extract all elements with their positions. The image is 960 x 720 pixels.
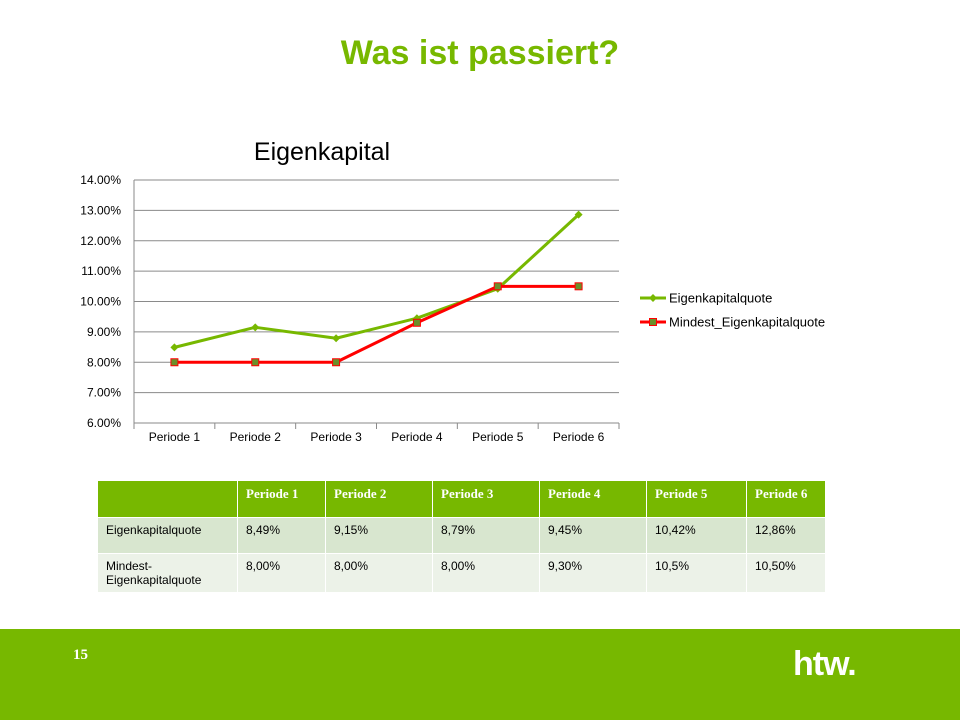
- table-cell: 9,30%: [539, 553, 647, 593]
- table-header-cell: Periode 4: [539, 480, 647, 518]
- table-cell: 10,42%: [646, 517, 747, 554]
- y-tick-label: 9.00%: [87, 325, 121, 339]
- y-tick-label: 12.00%: [80, 234, 121, 248]
- data-point: [412, 318, 421, 327]
- table-cell: 8,49%: [237, 517, 326, 554]
- table-header-row: Periode 1 Periode 2 Periode 3 Periode 4 …: [97, 480, 826, 518]
- series-line-1: [174, 213, 580, 349]
- data-point: [251, 358, 260, 367]
- table-header-cell: Periode 1: [237, 480, 326, 518]
- table-row-label: Mindest-Eigenkapitalquote: [97, 553, 238, 593]
- data-point: [170, 343, 179, 352]
- table-row: Mindest-Eigenkapitalquote 8,00% 8,00% 8,…: [97, 553, 826, 593]
- data-point: [332, 358, 341, 367]
- legend-label: Eigenkapitalquote: [669, 291, 772, 306]
- data-point: [574, 282, 583, 291]
- table-header-corner: [97, 480, 238, 518]
- legend-marker: [649, 318, 657, 326]
- legend-label: Mindest_Eigenkapitalquote: [669, 315, 825, 330]
- table-cell: 8,00%: [237, 553, 326, 593]
- page-number: 15: [73, 647, 88, 663]
- y-tick-label: 10.00%: [80, 295, 121, 309]
- table-header-cell: Periode 2: [325, 480, 433, 518]
- y-tick-label: 6.00%: [87, 416, 121, 430]
- y-tick-label: 7.00%: [87, 386, 121, 400]
- table-row-label: Eigenkapitalquote: [97, 517, 238, 554]
- table-cell: 9,15%: [325, 517, 433, 554]
- x-tick-label: Periode 5: [472, 430, 524, 444]
- table-header-cell: Periode 6: [746, 480, 826, 518]
- table-cell: 9,45%: [539, 517, 647, 554]
- x-tick-label: Periode 3: [310, 430, 362, 444]
- y-tick-label: 11.00%: [81, 264, 121, 278]
- data-point: [251, 323, 260, 332]
- table-row: Eigenkapitalquote 8,49% 9,15% 8,79% 9,45…: [97, 517, 826, 554]
- data-table: Periode 1 Periode 2 Periode 3 Periode 4 …: [97, 480, 826, 593]
- series-line-2: [174, 284, 579, 364]
- y-tick-label: 14.00%: [80, 173, 121, 187]
- x-tick-label: Periode 1: [149, 430, 201, 444]
- slide-title: Was ist passiert?: [340, 34, 620, 72]
- table-cell: 8,00%: [432, 553, 540, 593]
- x-tick-label: Periode 4: [391, 430, 443, 444]
- data-point: [332, 334, 341, 343]
- y-tick-label: 13.00%: [80, 203, 121, 217]
- htw-logo: htw.: [793, 649, 857, 679]
- chart-title: Eigenkapital: [254, 138, 390, 166]
- footer-bar: 15 htw.: [0, 629, 960, 720]
- logo-text: htw.: [793, 649, 856, 679]
- table-cell: 8,00%: [325, 553, 433, 593]
- data-point: [574, 210, 583, 219]
- table-cell: 12,86%: [746, 517, 826, 554]
- table-cell: 8,79%: [432, 517, 540, 554]
- data-point: [493, 282, 502, 291]
- x-tick-label: Periode 6: [553, 430, 605, 444]
- data-point: [170, 358, 179, 367]
- table-cell: 10,50%: [746, 553, 826, 593]
- legend-marker: [649, 294, 657, 302]
- y-tick-label: 8.00%: [87, 355, 121, 369]
- table-header-cell: Periode 3: [432, 480, 540, 518]
- table-cell: 10,5%: [646, 553, 747, 593]
- line-chart: Eigenkapital 6.00% 7.00% 8.00% 9.00% 10.00% 11…: [80, 138, 825, 444]
- x-tick-label: Periode 2: [230, 430, 282, 444]
- table-header-cell: Periode 5: [646, 480, 747, 518]
